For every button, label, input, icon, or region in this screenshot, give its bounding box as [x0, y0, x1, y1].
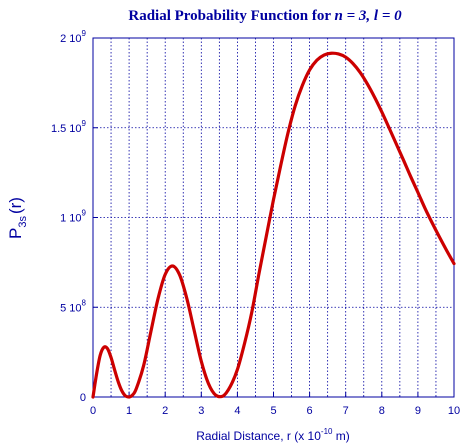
x-tick-label: 7	[343, 405, 349, 417]
x-tick-label: 2	[162, 405, 168, 417]
y-axis-label-main: P	[6, 228, 25, 239]
x-tick-label: 9	[415, 405, 421, 417]
y-axis-label-sub: 3s	[17, 216, 29, 228]
y-tick-label: 1 109	[60, 209, 86, 225]
x-tick-label: 1	[126, 405, 132, 417]
x-axis-label: Radial Distance, r (x 10-10 m)	[196, 427, 350, 443]
title-n-eq: = 3,	[343, 8, 374, 24]
y-tick-label: 0	[80, 392, 86, 404]
chart-title: Radial Probability Function for n = 3, l…	[128, 8, 402, 24]
series-layer	[91, 51, 456, 399]
title-l-eq: = 0	[378, 8, 402, 24]
y-axis-label: P3s (r)	[6, 197, 29, 239]
x-tick-label: 3	[198, 405, 204, 417]
x-axis-label-text: Radial Distance, r (x 10	[196, 429, 321, 443]
y-tick-label: 2 109	[60, 29, 86, 45]
title-l-symbol: l	[374, 8, 379, 24]
y-axis-label-tail: (r)	[6, 197, 25, 214]
x-tick-label: 0	[90, 405, 96, 417]
x-tick-label: 10	[448, 405, 460, 417]
x-axis-label-exponent: -10	[321, 427, 333, 436]
x-tick-label: 5	[270, 405, 276, 417]
x-axis-label-suffix: m)	[332, 429, 349, 443]
x-axis-ticks: 0 1 2 3 4 5 6 7 8 9 10	[90, 392, 460, 417]
grid-lines	[93, 38, 454, 397]
title-prefix: Radial Probability Function for	[128, 8, 334, 24]
y-tick-label: 5 108	[60, 298, 86, 314]
x-tick-label: 8	[379, 405, 385, 417]
x-tick-label: 4	[234, 405, 240, 417]
title-n-symbol: n	[335, 8, 343, 24]
y-axis-ticks: 0 5 108 1 109 1.5 109 2 109	[51, 29, 98, 404]
series-line-p3s	[91, 51, 456, 399]
x-tick-label: 6	[307, 405, 313, 417]
y-tick-label: 1.5 109	[51, 119, 87, 135]
